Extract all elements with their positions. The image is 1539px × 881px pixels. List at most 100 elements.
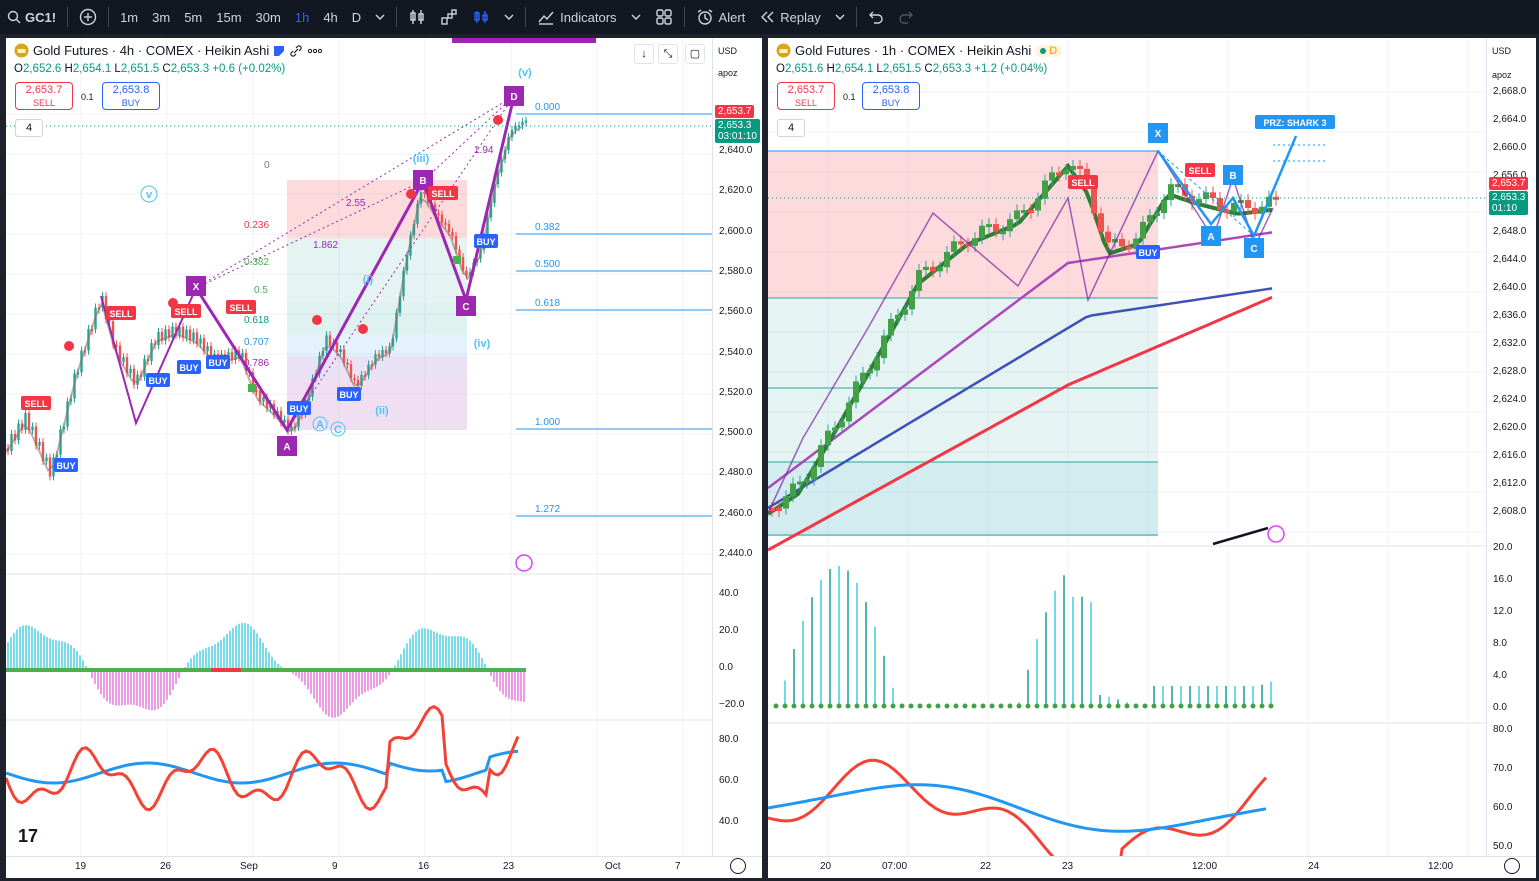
left-time-label: Sep xyxy=(240,861,258,872)
candle xyxy=(188,329,192,341)
shark-point-label: X xyxy=(1155,129,1162,140)
left-price-axis[interactable]: USD apoz 2,640.0 2,620.0 2,600.0 2,580.0 2,5… xyxy=(712,38,762,856)
candle xyxy=(125,357,129,374)
right-osc-tick: 20.0 xyxy=(1493,542,1513,553)
left-osc-tick: −20.0 xyxy=(719,699,745,710)
left-scroll-down-button[interactable]: ↓ xyxy=(634,44,654,64)
interval-3m[interactable]: 3m xyxy=(152,9,171,25)
osc-dot xyxy=(1259,703,1265,709)
more-icon[interactable] xyxy=(307,46,323,56)
left-currency[interactable]: USD xyxy=(718,46,738,56)
shark-point-X xyxy=(1148,123,1168,143)
fib-right-label: 0.000 xyxy=(535,102,560,113)
link-icon[interactable] xyxy=(289,44,303,58)
replay-button[interactable]: Replay xyxy=(752,0,827,34)
symbol-search[interactable]: GC1! xyxy=(0,0,63,34)
candles-button[interactable] xyxy=(401,0,433,34)
left-price-tick: 2,620.0 xyxy=(719,185,753,197)
right-bg xyxy=(768,38,1486,856)
left-sell-button[interactable]: 2,653.7 SELL xyxy=(15,82,73,110)
right-chart-canvas[interactable]: PRZ: SHARK 3 X A B C SELL SELL BUY xyxy=(768,38,1486,856)
chart-type-button[interactable] xyxy=(465,0,497,34)
candle xyxy=(951,241,957,252)
osc-dot xyxy=(1097,703,1103,709)
right-time-label: 24 xyxy=(1308,861,1320,872)
left-time-axis[interactable]: 19 26 Sep 9 16 23 Oct 7 xyxy=(6,856,762,878)
ratio-line xyxy=(422,95,515,182)
right-chart-pane[interactable]: PRZ: SHARK 3 X A B C SELL SELL BUY Gold Futures… xyxy=(768,38,1536,878)
left-time-label: 16 xyxy=(418,861,430,872)
left-chart-pane[interactable]: 0.000 0.382 0.500 0.618 1.000 1.272 0 0.236 0.38… xyxy=(6,38,762,878)
signal-buy: BUY xyxy=(56,461,75,471)
chevron-down-icon xyxy=(631,14,641,20)
interval-4h[interactable]: 4h xyxy=(323,9,338,25)
candle xyxy=(171,326,174,338)
candle xyxy=(465,270,468,276)
undo-button[interactable] xyxy=(861,0,891,34)
multi-layout-button[interactable] xyxy=(433,0,465,34)
left-ohlc: O2,652.6 H2,654.1 L2,651.5 C2,653.3 +0.6… xyxy=(14,63,286,75)
interval-D[interactable]: D xyxy=(351,9,362,25)
candle xyxy=(447,223,451,233)
candle xyxy=(195,332,199,344)
left-collapse-button[interactable]: ⤡ xyxy=(658,44,678,64)
chevron-down-icon xyxy=(504,14,514,20)
right-price-axis[interactable]: USD apoz 2,668.0 2,664.0 2,660.0 2,656.0 2,6… xyxy=(1486,38,1536,856)
right-buy-button[interactable]: 2,653.8 BUY xyxy=(862,82,920,110)
right-buy-price: 2,653.8 xyxy=(872,84,910,96)
indicators-dropdown[interactable] xyxy=(624,0,648,34)
compare-symbol-button[interactable] xyxy=(72,0,104,34)
shark-point-label: A xyxy=(1207,232,1214,243)
interval-30m[interactable]: 30m xyxy=(255,9,281,25)
left-time-label: Oct xyxy=(605,861,621,872)
left-indicator-counter[interactable]: 4 xyxy=(15,119,43,137)
candle xyxy=(129,368,132,374)
right-rsi-tick: 50.0 xyxy=(1493,841,1513,852)
right-currency[interactable]: USD xyxy=(1492,46,1512,56)
osc-dot xyxy=(935,703,941,709)
left-maximize-button[interactable]: ▢ xyxy=(685,44,705,64)
right-legend: Gold Futures · 1h · COMEX · Heikin Ashi … xyxy=(776,43,1063,58)
candle xyxy=(1098,213,1104,232)
osc-dot xyxy=(854,703,860,709)
interval-15m[interactable]: 15m xyxy=(216,9,242,25)
ratio-line xyxy=(195,95,515,289)
elliott-wave-label: A xyxy=(316,419,324,431)
interval-dropdown[interactable] xyxy=(368,0,392,34)
left-chart-canvas[interactable]: 0.000 0.382 0.500 0.618 1.000 1.272 0 0.236 0.38… xyxy=(6,38,712,856)
left-scale-mode[interactable]: apoz xyxy=(718,68,738,78)
market-status-badge: D xyxy=(1035,44,1063,57)
osc-dot xyxy=(1070,703,1076,709)
rsi-signal-line xyxy=(6,749,519,785)
status-dot-icon xyxy=(1040,47,1047,54)
osc-dot xyxy=(782,703,788,709)
right-sell-button[interactable]: 2,653.7 SELL xyxy=(777,82,835,110)
right-price-tick: 2,664.0 xyxy=(1493,114,1527,125)
templates-button[interactable] xyxy=(648,0,680,34)
candle xyxy=(185,329,188,338)
interval-5m[interactable]: 5m xyxy=(184,9,203,25)
pattern-point-label: C xyxy=(462,302,469,313)
alert-button[interactable]: Alert xyxy=(689,0,753,34)
flag-icon[interactable] xyxy=(273,45,285,57)
ratio-line xyxy=(195,180,424,289)
alarm-clock-icon xyxy=(697,9,712,25)
left-settings-icon[interactable] xyxy=(730,858,746,874)
replay-dropdown[interactable] xyxy=(828,0,852,34)
indicators-button[interactable]: Indicators xyxy=(530,0,623,34)
candle xyxy=(514,126,517,131)
right-scale-mode[interactable]: apoz xyxy=(1492,70,1512,80)
osc-dot xyxy=(1196,703,1202,709)
candle xyxy=(909,290,915,310)
right-time-axis[interactable]: 20 07:00 22 23 12:00 24 12:00 xyxy=(768,856,1536,878)
interval-1h[interactable]: 1h xyxy=(294,9,310,25)
left-buy-button[interactable]: 2,653.8 BUY xyxy=(102,82,160,110)
right-indicator-counter[interactable]: 4 xyxy=(777,119,805,137)
interval-1m[interactable]: 1m xyxy=(120,9,139,25)
right-settings-icon[interactable] xyxy=(1504,858,1520,874)
pattern-point-label: A xyxy=(283,442,290,453)
chart-type-dropdown[interactable] xyxy=(497,0,521,34)
candle xyxy=(1203,192,1209,200)
redo-button[interactable] xyxy=(891,0,921,34)
right-osc-tick: 0.0 xyxy=(1493,702,1507,713)
